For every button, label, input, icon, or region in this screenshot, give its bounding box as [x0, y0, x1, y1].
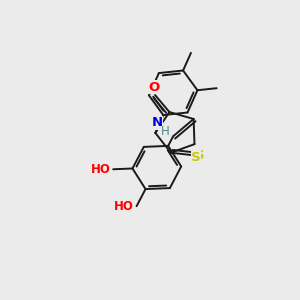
Text: O: O — [148, 81, 159, 94]
Text: H: H — [160, 125, 169, 138]
Text: S: S — [195, 149, 205, 162]
Text: N: N — [151, 116, 162, 129]
Text: S: S — [191, 151, 201, 164]
Text: HO: HO — [91, 163, 111, 176]
Text: HO: HO — [114, 200, 134, 213]
